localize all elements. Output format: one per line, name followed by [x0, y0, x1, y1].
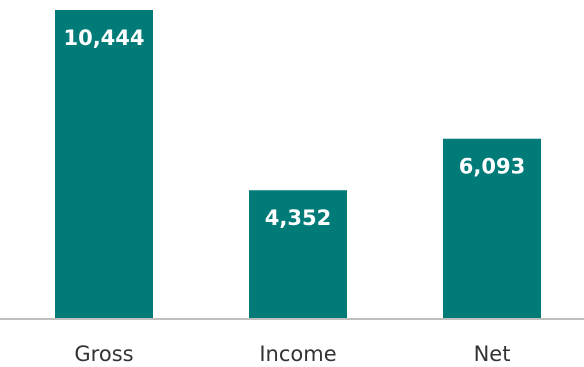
category-label-gross: Gross [74, 342, 133, 366]
data-label-gross: 10,444 [63, 26, 144, 50]
category-labels-group: Gross Income Net [74, 342, 510, 366]
category-label-net: Net [474, 342, 511, 366]
bar-net [443, 138, 541, 319]
bar-income [249, 190, 347, 319]
data-label-income: 4,352 [265, 206, 331, 230]
bars-group: 10,444 4,352 6,093 [55, 10, 541, 319]
category-label-income: Income [259, 342, 336, 366]
data-label-net: 6,093 [459, 155, 525, 179]
bar-gross [55, 10, 153, 319]
